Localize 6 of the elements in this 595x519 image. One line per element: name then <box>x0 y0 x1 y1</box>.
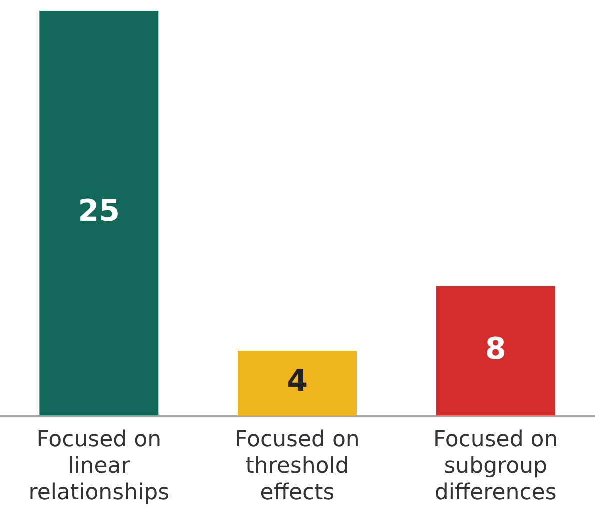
x-tick-label: Focused on subgroup differences <box>433 428 558 506</box>
x-tick-label: Focused on threshold effects <box>235 428 360 506</box>
x-tick-label: Focused on linear relationships <box>28 428 170 506</box>
data-label: 8 <box>485 332 506 367</box>
data-label: 25 <box>78 194 120 230</box>
data-label: 4 <box>287 364 308 400</box>
